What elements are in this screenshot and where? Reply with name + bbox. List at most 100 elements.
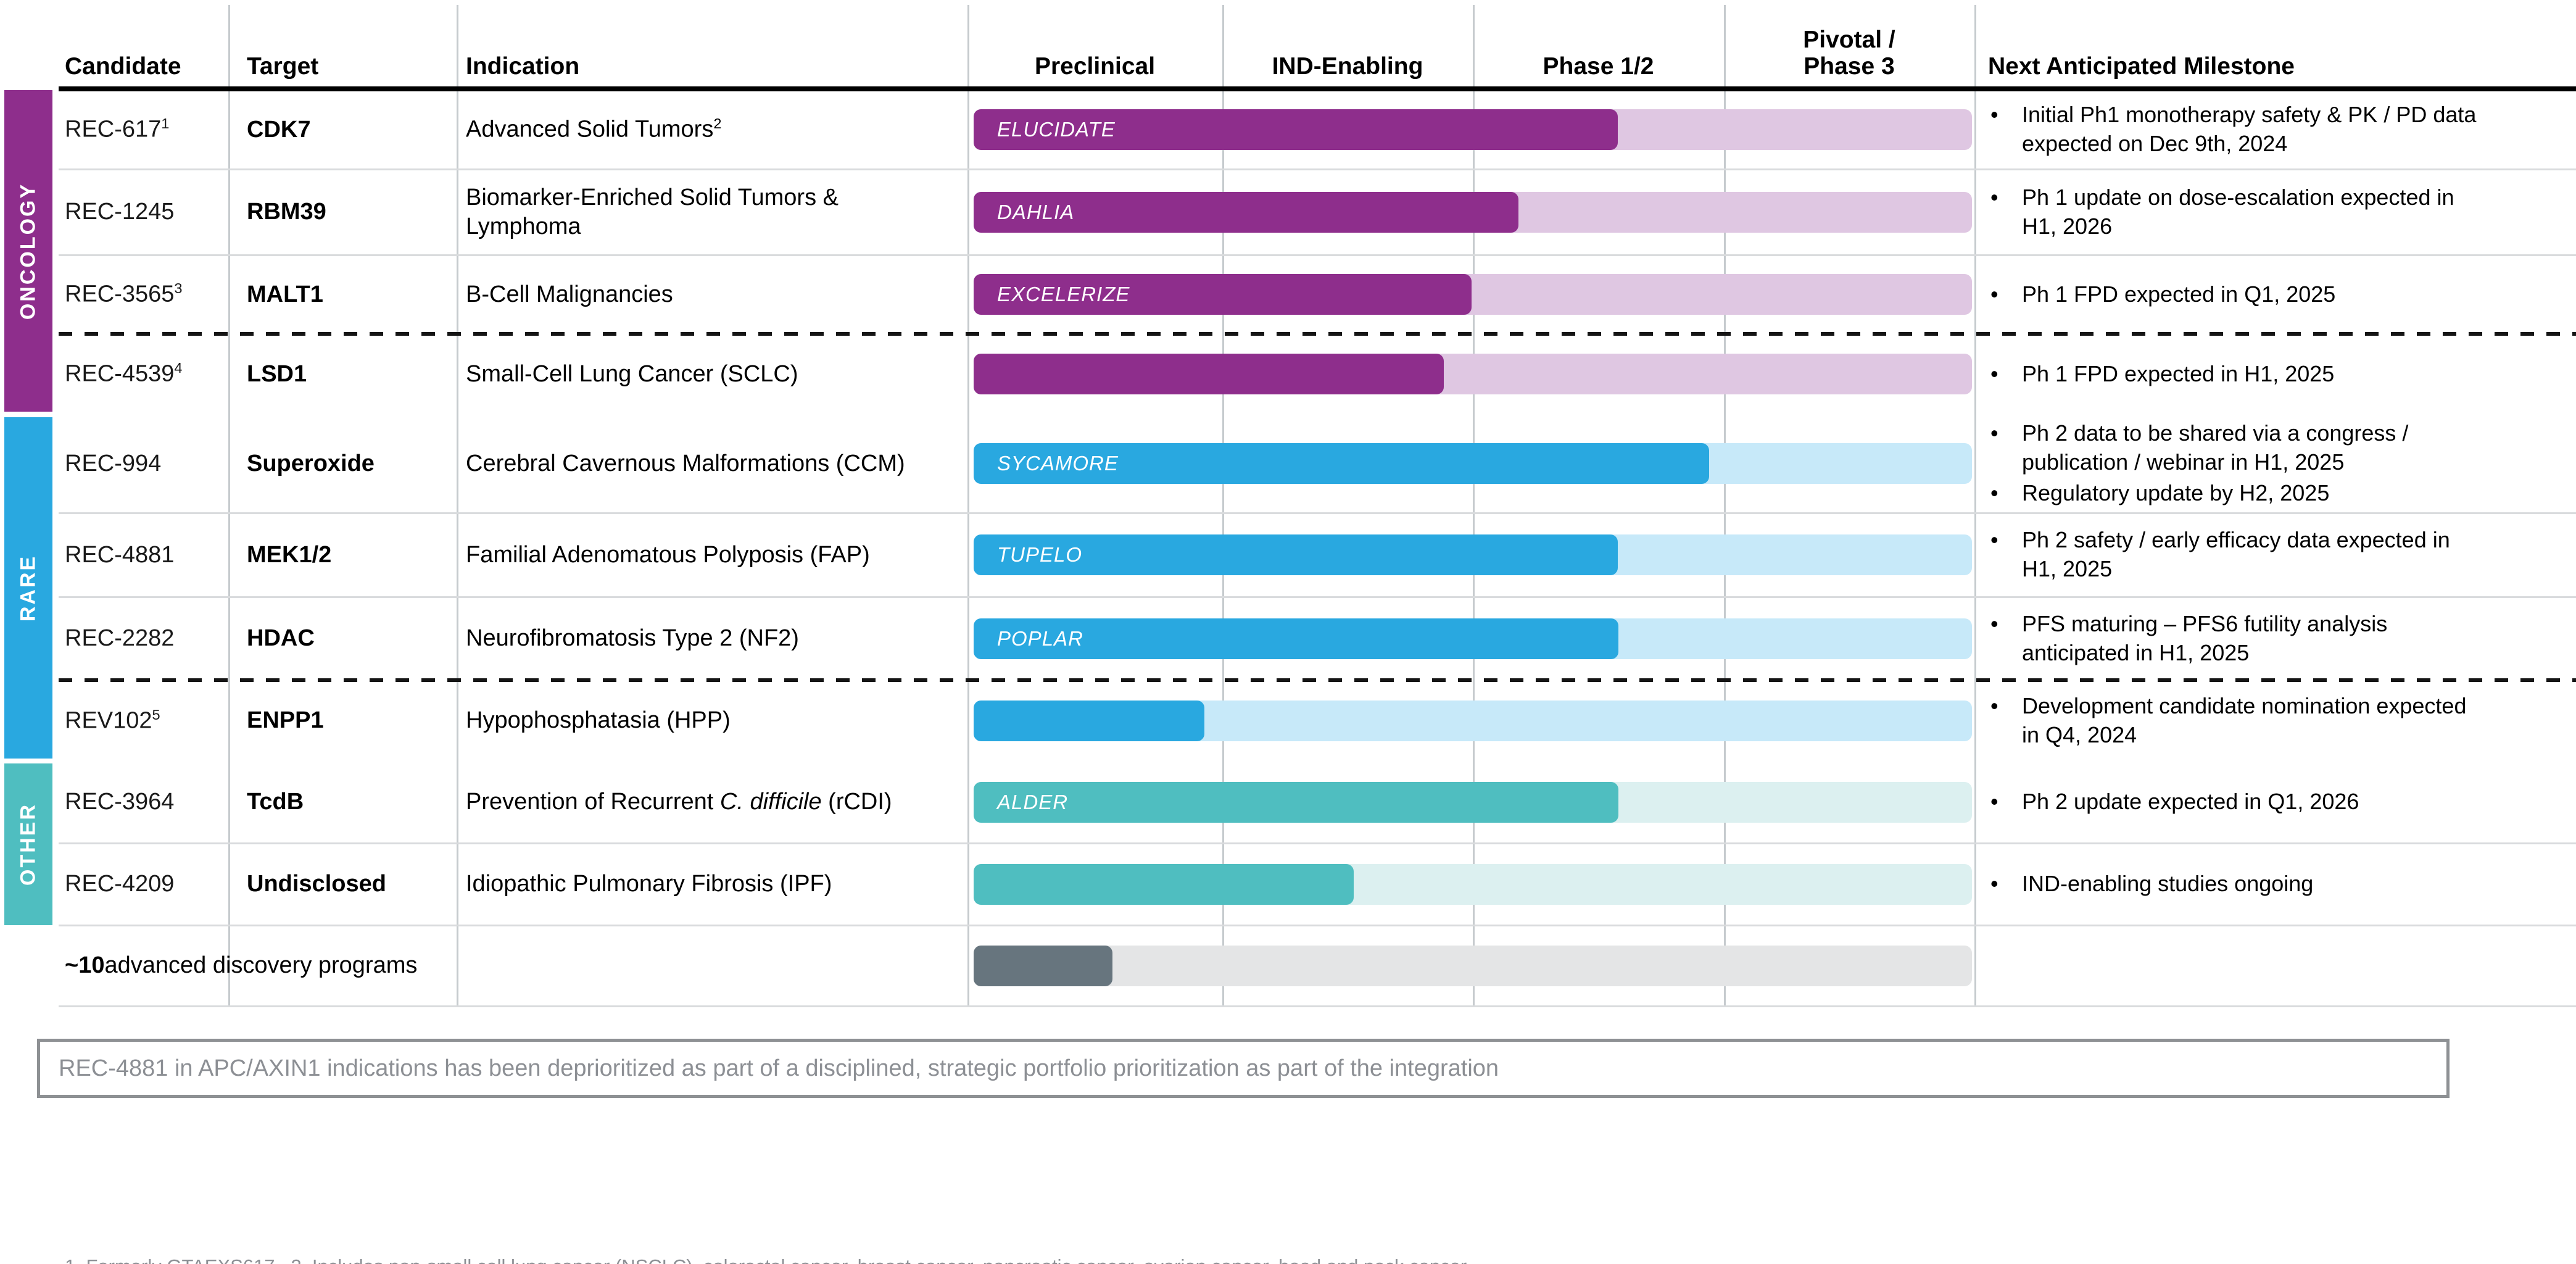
section-dashed-divider <box>59 678 2576 682</box>
discovery-programs-label: ~10 advanced discovery programs <box>65 952 418 978</box>
bullet-icon: • <box>1990 480 1998 506</box>
phase-progress-bar <box>974 945 1972 986</box>
discovery-programs-row: ~10 advanced discovery programs <box>0 925 2576 1006</box>
indication-cell: Prevention of Recurrent C. difficile (rC… <box>466 789 892 815</box>
pipeline-row-REC-4881: REC-4881 MEK1/2 Familial Adenomatous Polyp… <box>0 513 2576 597</box>
milestone-bullet: • Ph 1 FPD expected in H1, 2025 <box>1988 360 2482 389</box>
milestone-cell: • Ph 2 data to be shared via a congress /… <box>1988 414 2482 513</box>
column-grid-line <box>1473 5 1475 1006</box>
target-cell: Superoxide <box>247 450 375 476</box>
milestone-bullet: • Ph 1 FPD expected in Q1, 2025 <box>1988 280 2482 309</box>
target-cell: MALT1 <box>247 281 323 307</box>
sidebar-section-oncology: ONCOLOGY <box>4 90 52 412</box>
milestone-bullet: • Development candidate nomination expect… <box>1990 692 2467 747</box>
candidate-cell: REV1025 <box>65 706 160 734</box>
section-dashed-divider <box>59 332 2576 336</box>
phase-progress-fill: SYCAMORE <box>974 443 1709 484</box>
pipeline-row-REC-617: REC-6171 CDK7 Advanced Solid Tumors2 ELUCID… <box>0 90 2576 169</box>
milestone-cell: • Ph 2 update expected in Q1, 2026 <box>1988 761 2482 843</box>
row-separator-line <box>59 512 2576 514</box>
candidate-cell: REC-1245 <box>65 199 175 225</box>
phase-progress-fill: DAHLIA <box>974 191 1518 233</box>
target-cell: TcdB <box>247 789 304 815</box>
bullet-icon: • <box>1990 527 1998 553</box>
milestone-cell: • Development candidate nomination expect… <box>1988 680 2482 761</box>
candidate-cell: REC-994 <box>65 450 162 476</box>
trial-name-label: POPLAR <box>997 626 1083 650</box>
phase-progress-fill: ELUCIDATE <box>974 109 1618 150</box>
milestone-cell: • Ph 1 FPD expected in H1, 2025 <box>1988 334 2482 414</box>
target-cell: CDK7 <box>247 116 311 143</box>
milestone-bullet: • Ph 2 safety / early efficacy data expec… <box>1990 527 2450 581</box>
phase-progress-bar: EXCELERIZE <box>974 274 1972 315</box>
phase-progress-fill <box>974 354 1444 394</box>
phase-progress-bar: ELUCIDATE <box>974 109 1972 150</box>
phase-progress-bar: DAHLIA <box>974 191 1972 233</box>
target-cell: HDAC <box>247 625 315 652</box>
pipeline-row-REC-4209: REC-4209 Undisclosed Idiopathic Pulmonary … <box>0 843 2576 925</box>
target-cell: MEK1/2 <box>247 541 332 568</box>
column-header-target: Target <box>247 53 319 80</box>
milestone-bullet: • Initial Ph1 monotherapy safety & PK / P… <box>1990 102 2477 156</box>
column-header-phase-4: Pivotal / Phase 3 <box>1803 26 1895 80</box>
row-separator-line <box>59 925 2576 926</box>
column-header-phase-1: Preclinical <box>1034 53 1156 80</box>
pipeline-row-REC-4539: REC-45394 LSD1 Small-Cell Lung Cancer (SCL… <box>0 334 2576 414</box>
bullet-icon: • <box>1990 871 1998 897</box>
row-separator-line <box>59 842 2576 844</box>
milestone-cell: • Ph 1 update on dose-escalation expected… <box>1988 169 2482 255</box>
footnotes: 1. Formerly GTAEXS617 2. Includes non-sm… <box>65 1195 1467 1264</box>
milestone-bullet: • Ph 2 data to be shared via a congress /… <box>1990 420 2409 475</box>
bullet-icon: • <box>1990 420 1998 446</box>
bullet-icon: • <box>1990 610 1998 636</box>
milestone-cell: • Ph 2 safety / early efficacy data expec… <box>1988 513 2482 597</box>
trial-name-label: SYCAMORE <box>997 452 1119 475</box>
column-header-phase-2: IND-Enabling <box>1272 53 1423 80</box>
target-cell: Undisclosed <box>247 871 386 897</box>
phase-progress-track <box>974 945 1972 986</box>
candidate-cell: REC-4209 <box>65 871 175 897</box>
bullet-icon: • <box>1990 102 1998 128</box>
column-grid-line <box>457 5 458 1006</box>
indication-cell: B-Cell Malignancies <box>466 281 673 307</box>
trial-name-label: ALDER <box>997 790 1069 813</box>
indication-cell: Biomarker-Enriched Solid Tumors & Lympho… <box>466 185 839 239</box>
phase-progress-fill: EXCELERIZE <box>974 274 1472 315</box>
column-header-candidate: Candidate <box>65 53 181 80</box>
pipeline-row-REC-994: REC-994 Superoxide Cerebral Cavernous Malf… <box>0 414 2576 513</box>
column-header-milestone: Next Anticipated Milestone <box>1988 53 2295 80</box>
footnote-line-1: 1. Formerly GTAEXS617 2. Includes non-sm… <box>65 1252 1467 1264</box>
column-grid-line <box>228 5 230 1006</box>
target-cell: RBM39 <box>247 199 326 225</box>
column-header-phase-3: Phase 1/2 <box>1543 53 1654 80</box>
phase-progress-fill: POPLAR <box>974 618 1618 659</box>
candidate-cell: REC-45394 <box>65 360 183 388</box>
candidate-cell: REC-35653 <box>65 280 183 308</box>
target-cell: LSD1 <box>247 360 307 387</box>
row-separator-line <box>59 1005 2576 1007</box>
phase-progress-fill <box>974 945 1112 986</box>
indication-cell: Advanced Solid Tumors2 <box>466 115 722 143</box>
bullet-icon: • <box>1990 360 1998 386</box>
row-separator-line <box>59 168 2576 170</box>
bullet-icon: • <box>1990 281 1998 307</box>
column-grid-line <box>1222 5 1224 1006</box>
indication-cell: Neurofibromatosis Type 2 (NF2) <box>466 625 799 652</box>
phase-progress-fill <box>974 700 1204 741</box>
phase-progress-fill <box>974 863 1354 905</box>
milestone-bullet: • Ph 1 update on dose-escalation expected… <box>1990 184 2454 239</box>
row-separator-line <box>59 596 2576 598</box>
phase-progress-bar: TUPELO <box>974 534 1972 575</box>
bullet-icon: • <box>1990 692 1998 718</box>
trial-name-label: EXCELERIZE <box>997 283 1130 306</box>
indication-cell: Cerebral Cavernous Malformations (CCM) <box>466 450 905 476</box>
milestone-bullet: • Ph 2 update expected in Q1, 2026 <box>1988 788 2482 817</box>
milestone-bullet: • IND-enabling studies ongoing <box>1988 870 2482 899</box>
pipeline-row-REC-3565: REC-35653 MALT1 B-Cell Malignancies EXCELER… <box>0 255 2576 334</box>
sidebar-section-rare: RARE <box>4 417 52 759</box>
indication-cell: Idiopathic Pulmonary Fibrosis (IPF) <box>466 871 832 897</box>
header-divider-line <box>59 86 2576 91</box>
trial-name-label: ELUCIDATE <box>997 118 1116 141</box>
phase-progress-bar: SYCAMORE <box>974 443 1972 484</box>
